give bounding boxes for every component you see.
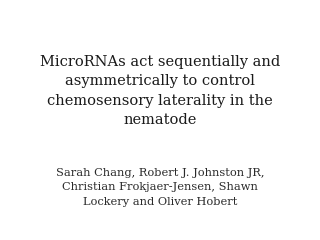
Text: Sarah Chang, Robert J. Johnston JR,
Christian Frokjaer-Jensen, Shawn
Lockery and: Sarah Chang, Robert J. Johnston JR, Chri… — [56, 168, 264, 207]
Text: MicroRNAs act sequentially and
asymmetrically to control
chemosensory laterality: MicroRNAs act sequentially and asymmetri… — [40, 55, 280, 127]
